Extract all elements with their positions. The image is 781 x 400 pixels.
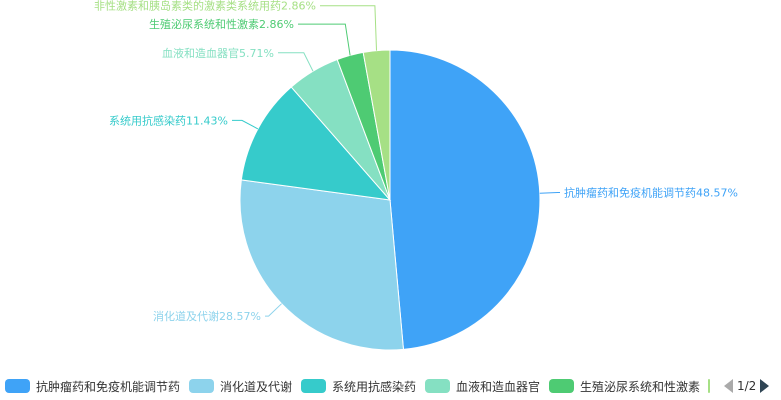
legend-item-antitumor[interactable]: 抗肿瘤药和免疫机能调节药 [5,375,180,397]
legend-item-anti-infective[interactable]: 系统用抗感染药 [301,375,416,397]
slice-label: 非性激素和胰岛素类的激素类系统用药2.86% [94,0,316,13]
slice-leader-line [320,5,377,51]
legend-swatch [189,379,214,393]
slice-label: 生殖泌尿系统和性激素2.86% [149,17,294,31]
pie-slice[interactable] [240,86,392,201]
legend: 抗肿瘤药和免疫机能调节药 消化道及代谢 系统用抗感染药 血液和造血器官 生殖泌尿… [0,375,781,397]
legend-item-hormones-clipped[interactable] [708,375,716,397]
legend-item-digestive[interactable]: 消化道及代谢 [189,375,292,397]
pie-slice[interactable] [389,49,541,350]
legend-swatch [708,379,710,393]
legend-item-blood[interactable]: 血液和造血器官 [425,375,540,397]
legend-label: 系统用抗感染药 [332,379,417,394]
legend-page-indicator: 1/2 [737,379,757,393]
legend-swatch [549,379,574,393]
slice-leader-line [278,52,314,72]
legend-item-genitourinary[interactable]: 生殖泌尿系统和性激素 [549,375,700,397]
legend-prev-page-icon[interactable] [724,379,733,393]
slice-leader-line [298,23,351,56]
pie-slice[interactable] [362,49,391,201]
legend-label: 血液和造血器官 [456,379,541,394]
slice-leader-line [265,303,282,317]
pie-chart: 抗肿瘤药和免疫机能调节药48.57% 消化道及代谢28.57% 系统用抗感染药11.… [94,0,738,351]
legend-label: 抗肿瘤药和免疫机能调节药 [36,379,181,394]
slice-label: 血液和造血器官5.71% [162,46,274,60]
slice-leader-line [539,192,560,194]
slice-label: 消化道及代谢28.57% [153,309,261,323]
legend-swatch [425,379,450,393]
legend-pager: 1/2 [724,375,770,397]
slice-leader-line [232,119,259,130]
pie-slice[interactable] [239,179,405,351]
legend-swatch [5,379,30,393]
slice-label: 系统用抗感染药11.43% [109,113,228,127]
slice-label: 抗肿瘤药和免疫机能调节药48.57% [564,186,738,200]
legend-label: 生殖泌尿系统和性激素 [580,379,701,394]
legend-next-page-icon[interactable] [760,379,770,393]
legend-swatch [301,379,326,393]
legend-label: 消化道及代谢 [220,379,293,394]
